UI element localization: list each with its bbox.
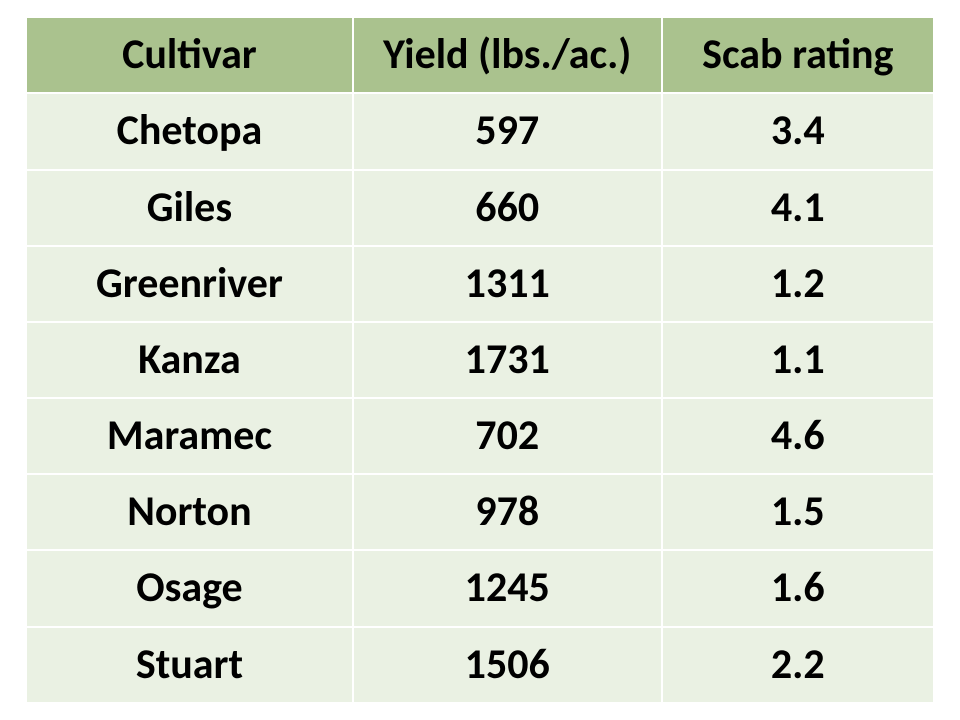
cell-yield: 1245 xyxy=(353,550,662,626)
cell-cultivar: Greenriver xyxy=(26,246,353,322)
column-header-scab: Scab rating xyxy=(662,17,934,93)
cell-cultivar: Kanza xyxy=(26,322,353,398)
table-row: Chetopa 597 3.4 xyxy=(26,93,934,169)
cell-cultivar: Stuart xyxy=(26,627,353,703)
cell-scab: 4.6 xyxy=(662,398,934,474)
cell-scab: 1.1 xyxy=(662,322,934,398)
cell-cultivar: Norton xyxy=(26,474,353,550)
cell-yield: 597 xyxy=(353,93,662,169)
table-row: Norton 978 1.5 xyxy=(26,474,934,550)
cell-scab: 1.5 xyxy=(662,474,934,550)
table-row: Kanza 1731 1.1 xyxy=(26,322,934,398)
cell-scab: 2.2 xyxy=(662,627,934,703)
table-row: Osage 1245 1.6 xyxy=(26,550,934,626)
cell-scab: 1.2 xyxy=(662,246,934,322)
cell-yield: 978 xyxy=(353,474,662,550)
cell-yield: 1311 xyxy=(353,246,662,322)
cell-cultivar: Chetopa xyxy=(26,93,353,169)
table-row: Stuart 1506 2.2 xyxy=(26,627,934,703)
cell-scab: 3.4 xyxy=(662,93,934,169)
cell-cultivar: Osage xyxy=(26,550,353,626)
cell-yield: 1506 xyxy=(353,627,662,703)
cell-scab: 4.1 xyxy=(662,170,934,246)
table-row: Greenriver 1311 1.2 xyxy=(26,246,934,322)
cultivar-table: Cultivar Yield (lbs./ac.) Scab rating Ch… xyxy=(25,16,935,704)
cell-yield: 702 xyxy=(353,398,662,474)
cell-yield: 1731 xyxy=(353,322,662,398)
column-header-cultivar: Cultivar xyxy=(26,17,353,93)
cultivar-table-container: Cultivar Yield (lbs./ac.) Scab rating Ch… xyxy=(25,16,935,704)
cell-scab: 1.6 xyxy=(662,550,934,626)
column-header-yield: Yield (lbs./ac.) xyxy=(353,17,662,93)
table-row: Maramec 702 4.6 xyxy=(26,398,934,474)
table-header-row: Cultivar Yield (lbs./ac.) Scab rating xyxy=(26,17,934,93)
cell-cultivar: Maramec xyxy=(26,398,353,474)
cell-cultivar: Giles xyxy=(26,170,353,246)
cell-yield: 660 xyxy=(353,170,662,246)
table-row: Giles 660 4.1 xyxy=(26,170,934,246)
